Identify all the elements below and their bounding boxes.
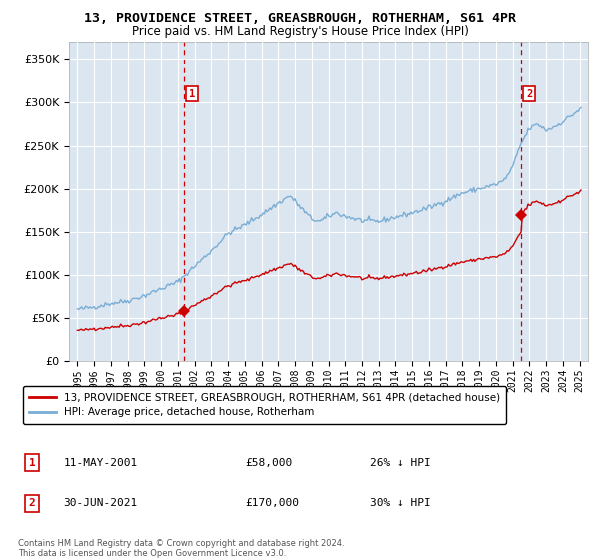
Legend: 13, PROVIDENCE STREET, GREASBROUGH, ROTHERHAM, S61 4PR (detached house), HPI: Av: 13, PROVIDENCE STREET, GREASBROUGH, ROTH… <box>23 386 506 424</box>
Text: This data is licensed under the Open Government Licence v3.0.: This data is licensed under the Open Gov… <box>18 549 286 558</box>
Text: Contains HM Land Registry data © Crown copyright and database right 2024.: Contains HM Land Registry data © Crown c… <box>18 539 344 548</box>
Text: 1: 1 <box>29 458 35 468</box>
Text: 1: 1 <box>189 89 195 99</box>
Text: Price paid vs. HM Land Registry's House Price Index (HPI): Price paid vs. HM Land Registry's House … <box>131 25 469 38</box>
Text: 13, PROVIDENCE STREET, GREASBROUGH, ROTHERHAM, S61 4PR: 13, PROVIDENCE STREET, GREASBROUGH, ROTH… <box>84 12 516 25</box>
Text: 30-JUN-2021: 30-JUN-2021 <box>64 498 137 508</box>
Text: £170,000: £170,000 <box>245 498 299 508</box>
Text: 2: 2 <box>29 498 35 508</box>
Text: 26% ↓ HPI: 26% ↓ HPI <box>370 458 430 468</box>
Text: 2: 2 <box>526 89 532 99</box>
Text: 11-MAY-2001: 11-MAY-2001 <box>64 458 137 468</box>
Text: 30% ↓ HPI: 30% ↓ HPI <box>370 498 430 508</box>
Text: £58,000: £58,000 <box>245 458 292 468</box>
